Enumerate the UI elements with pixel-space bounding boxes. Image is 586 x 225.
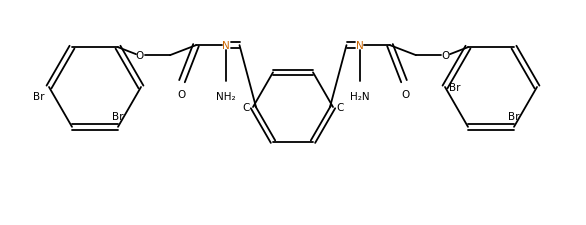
Text: NH₂: NH₂	[216, 92, 236, 102]
Text: O: O	[177, 90, 185, 100]
Text: O: O	[401, 90, 409, 100]
Text: H₂N: H₂N	[350, 92, 370, 102]
Text: Br: Br	[508, 111, 520, 121]
Text: Br: Br	[33, 92, 45, 101]
Text: O: O	[442, 51, 450, 61]
Text: O: O	[136, 51, 144, 61]
Text: C: C	[243, 103, 250, 112]
Text: Br: Br	[449, 83, 461, 93]
Text: N: N	[222, 41, 230, 51]
Text: N: N	[356, 41, 364, 51]
Text: C: C	[336, 103, 343, 112]
Text: Br: Br	[113, 111, 124, 121]
